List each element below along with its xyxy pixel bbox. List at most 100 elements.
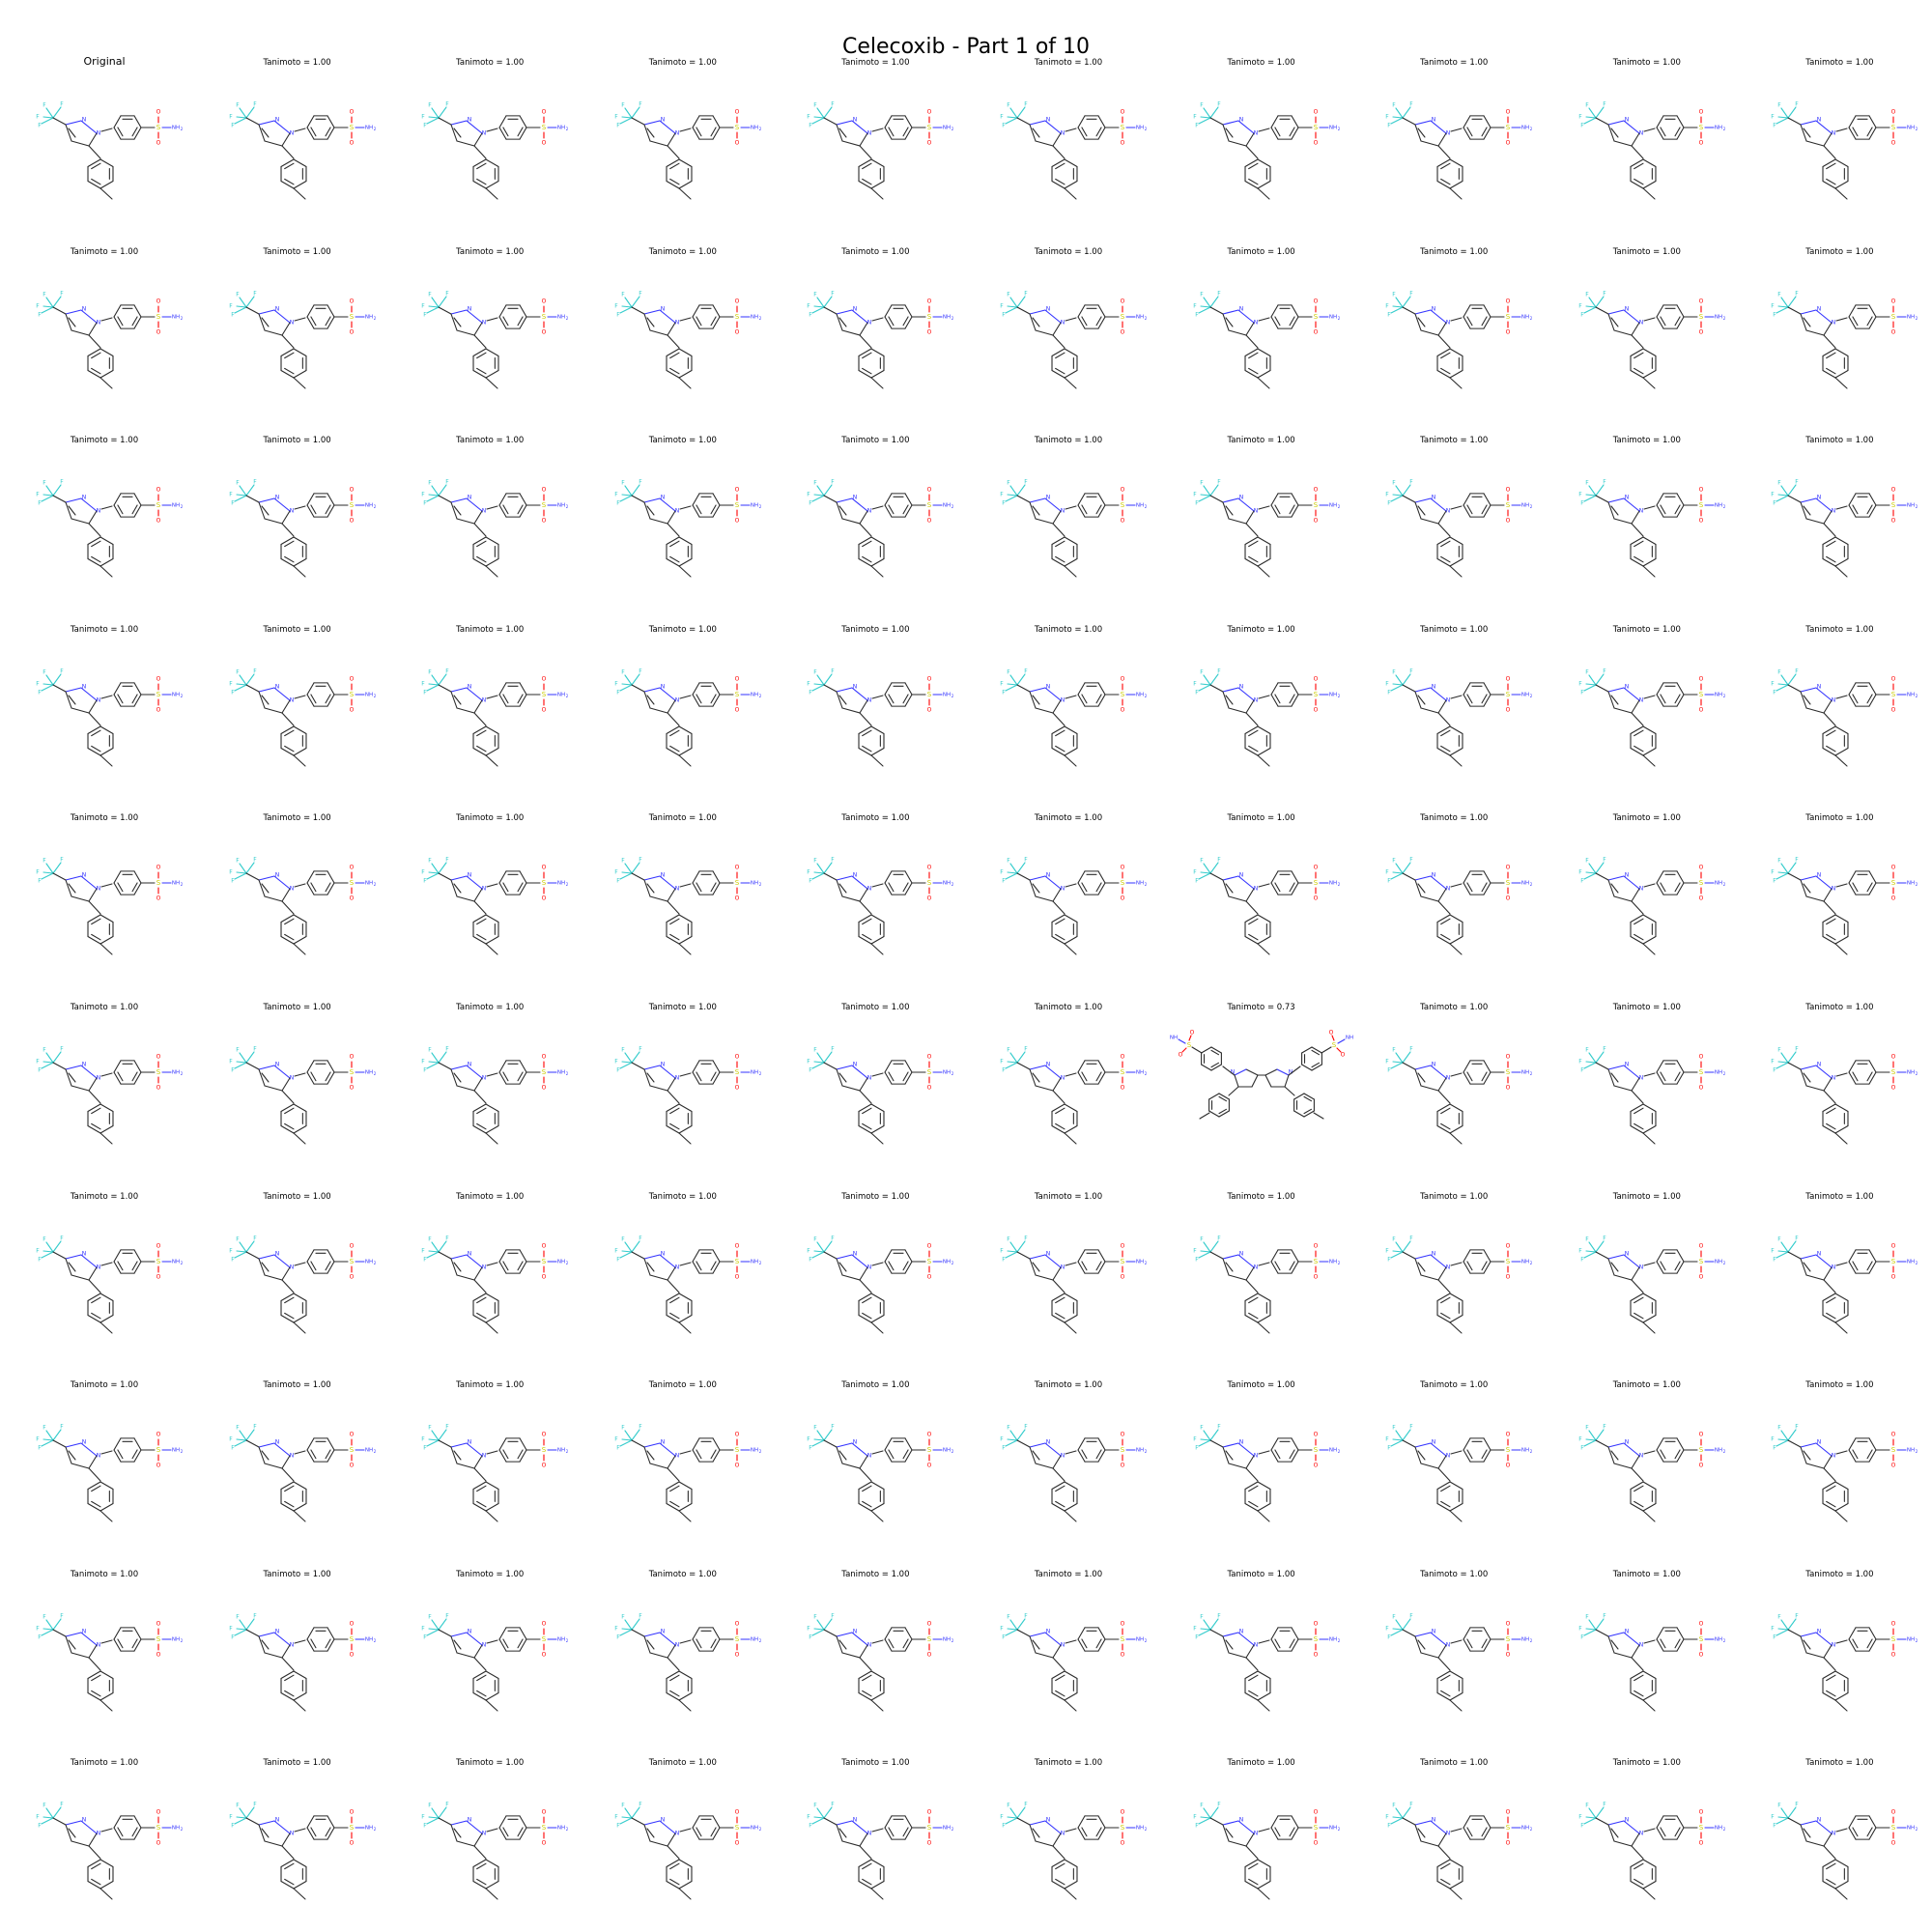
nitrogen-atom: N	[82, 1250, 87, 1257]
amine-subscript: 2	[952, 882, 954, 887]
sulfur-atom: S	[349, 1635, 354, 1643]
amine-subscript: 2	[759, 316, 762, 321]
sulfur-atom: S	[927, 1446, 932, 1454]
tanimoto-label: Tanimoto = 1.00	[1612, 1003, 1681, 1012]
nitrogen-atom: N	[274, 872, 279, 879]
nitrogen-atom: N	[97, 696, 101, 703]
fluorine-atom: F	[1200, 480, 1204, 487]
tanimoto-label: Tanimoto = 1.00	[1420, 813, 1489, 824]
fluorine-atom: F	[1580, 1256, 1584, 1263]
sulfur-atom: S	[1331, 1041, 1336, 1049]
amine-subscript: 2	[1916, 1071, 1918, 1076]
amine-subscript: 2	[1530, 1827, 1533, 1832]
fluorine-atom: F	[1772, 114, 1776, 121]
tanimoto-label: Tanimoto = 1.00	[456, 436, 525, 446]
oxygen-atom: O	[927, 109, 932, 116]
fluorine-atom: F	[36, 1436, 40, 1443]
fluorine-atom: F	[1778, 102, 1782, 109]
oxygen-atom: O	[1891, 1242, 1896, 1249]
amine-subscript: 2	[1337, 1261, 1340, 1265]
fluorine-atom: F	[1409, 1802, 1413, 1808]
molecule-cell: Tanimoto = 1.00 F F F F N N S O O NH 2	[201, 385, 394, 578]
fluorine-atom: F	[639, 479, 642, 486]
nitrogen-atom: N	[867, 886, 872, 893]
fluorine-atom: F	[808, 1625, 811, 1632]
fluorine-atom: F	[229, 1247, 233, 1254]
nitrogen-atom: N	[468, 1628, 472, 1634]
fluorine-atom: F	[832, 1424, 836, 1431]
nitrogen-atom: N	[853, 1250, 858, 1257]
molecule-cell: Tanimoto = 1.00 F F F F N N S O O NH 2	[972, 763, 1165, 955]
nitrogen-atom: N	[82, 495, 87, 501]
amine-group: NH	[1136, 881, 1144, 887]
fluorine-atom: F	[231, 123, 235, 129]
oxygen-atom: O	[156, 1463, 161, 1469]
tanimoto-label: Tanimoto = 1.00	[1227, 246, 1295, 257]
fluorine-atom: F	[60, 1612, 64, 1619]
amine-group: NH	[1328, 1259, 1336, 1264]
amine-group: NH	[1907, 1070, 1915, 1076]
oxygen-atom: O	[734, 1242, 739, 1249]
oxygen-atom: O	[1313, 109, 1318, 116]
oxygen-atom: O	[1891, 1620, 1896, 1627]
fluorine-atom: F	[229, 680, 233, 687]
fluorine-atom: F	[1024, 1612, 1028, 1619]
sulfur-atom: S	[1699, 1446, 1704, 1454]
oxygen-atom: O	[542, 1085, 547, 1092]
amine-group: NH	[943, 881, 951, 887]
tanimoto-label: Tanimoto = 1.00	[456, 1003, 525, 1012]
fluorine-atom: F	[231, 1256, 235, 1263]
tanimoto-label: Tanimoto = 1.00	[1034, 1569, 1103, 1579]
nitrogen-atom: N	[1832, 1075, 1836, 1082]
nitrogen-atom: N	[675, 1641, 680, 1648]
oxygen-atom: O	[542, 518, 547, 525]
nitrogen-atom: N	[661, 1439, 666, 1446]
oxygen-atom: O	[1121, 1085, 1125, 1092]
amine-subscript: 2	[1723, 504, 1726, 509]
nitrogen-atom: N	[1639, 1831, 1644, 1837]
nitrogen-atom: N	[1061, 319, 1065, 326]
nitrogen-atom: N	[1253, 1641, 1258, 1648]
fluorine-atom: F	[1193, 1247, 1197, 1254]
molecule-cell: Tanimoto = 1.00 F F F F N N S O O NH 2	[201, 1142, 394, 1334]
oxygen-atom: O	[1698, 328, 1703, 335]
fluorine-atom: F	[1200, 102, 1204, 109]
amine-group: NH	[751, 1636, 758, 1642]
fluorine-atom: F	[808, 680, 811, 687]
oxygen-atom: O	[734, 706, 739, 713]
molecule-cell: Tanimoto = 1.00 F F F F N N S O O NH 2	[1357, 197, 1550, 389]
fluorine-atom: F	[1385, 1436, 1389, 1443]
amine-group: NH	[751, 314, 758, 320]
nitrogen-atom: N	[661, 1250, 666, 1257]
fluorine-atom: F	[1580, 1634, 1584, 1640]
oxygen-atom: O	[1178, 1052, 1182, 1059]
nitrogen-atom: N	[1432, 495, 1436, 501]
nitrogen-atom: N	[1046, 1439, 1051, 1446]
nitrogen-atom: N	[482, 1831, 487, 1837]
nitrogen-atom: N	[468, 1250, 472, 1257]
amine-group: NH	[1521, 881, 1529, 887]
molecule-cell: Tanimoto = 1.00 F F F F N N S O O NH 2	[201, 1330, 394, 1522]
amine-subscript: 2	[1337, 882, 1340, 887]
fluorine-atom: F	[428, 1803, 432, 1809]
nitrogen-atom: N	[289, 1641, 294, 1648]
fluorine-atom: F	[614, 302, 618, 309]
oxygen-atom: O	[1891, 518, 1896, 525]
nitrogen-atom: N	[1625, 1062, 1630, 1068]
amine-subscript: 2	[566, 1638, 569, 1643]
fluorine-atom: F	[253, 1235, 257, 1241]
fluorine-atom: F	[445, 857, 449, 864]
molecule-cell: Tanimoto = 1.00 F F F F N N S O O NH 2	[1743, 1330, 1932, 1522]
fluorine-atom: F	[1000, 1436, 1004, 1443]
fluorine-atom: F	[428, 1236, 432, 1242]
amine-group: NH	[1136, 692, 1144, 697]
nitrogen-atom: N	[1832, 696, 1836, 703]
fluorine-atom: F	[614, 1814, 618, 1821]
nitrogen-atom: N	[1253, 696, 1258, 703]
oxygen-atom: O	[1698, 1054, 1703, 1061]
oxygen-atom: O	[1698, 1242, 1703, 1249]
